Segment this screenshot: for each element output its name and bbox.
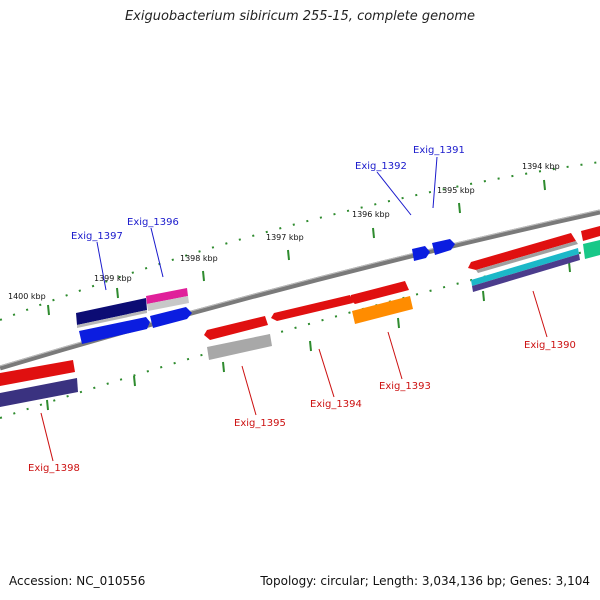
gene-label[interactable]: Exig_1390 xyxy=(524,340,576,351)
gene-label[interactable]: Exig_1392 xyxy=(355,161,407,172)
gene-exig-1396-strip[interactable] xyxy=(146,288,188,304)
gene-1394-red[interactable] xyxy=(271,295,353,321)
ruler-tick-label: 1394 kbp xyxy=(522,162,560,171)
leader-exig-1391 xyxy=(432,156,438,209)
gene-exig-1393[interactable] xyxy=(352,296,413,324)
ruler-tick xyxy=(309,340,312,352)
gene-1393-red[interactable] xyxy=(350,281,409,304)
ruler-tick xyxy=(482,290,485,302)
gene-labels-top: Exig_1397 Exig_1396 Exig_1392 Exig_1391 xyxy=(71,145,465,242)
features-forward xyxy=(76,226,600,344)
genome-title: Exiguobacterium sibiricum 255-15, comple… xyxy=(124,9,476,24)
gene-exig-1390-purple[interactable] xyxy=(472,254,580,292)
ruler: 1400 kbp 1399 kbp 1398 kbp 1397 kbp 1396… xyxy=(8,162,571,411)
leader-exig-1398 xyxy=(40,412,54,462)
gene-labels-bottom: Exig_1398 Exig_1395 Exig_1394 Exig_1393 … xyxy=(28,340,576,474)
gene-exig-1397-shadow xyxy=(77,310,147,328)
leader-exig-1397 xyxy=(96,241,107,291)
gene-exig-1396b[interactable] xyxy=(150,307,192,328)
leader-lines xyxy=(40,156,548,462)
gene-exig-1395[interactable] xyxy=(207,334,272,360)
ruler-tick xyxy=(222,361,225,373)
gene-1390-shadow xyxy=(476,241,578,273)
gene-label[interactable]: Exig_1395 xyxy=(234,418,286,429)
gene-1390-red[interactable] xyxy=(468,233,576,270)
ruler-tick xyxy=(133,375,136,387)
ruler-tick xyxy=(202,270,205,282)
gene-right-green[interactable] xyxy=(583,240,600,259)
leader-exig-1390 xyxy=(532,290,548,338)
ruler-tick xyxy=(458,202,461,214)
gene-exig-1396-shadow xyxy=(147,296,189,311)
leader-exig-1395 xyxy=(241,365,257,416)
leader-exig-1392 xyxy=(376,171,412,216)
ruler-tick xyxy=(397,317,400,329)
gene-label[interactable]: Exig_1391 xyxy=(413,145,465,156)
gene-label[interactable]: Exig_1393 xyxy=(379,381,431,392)
leader-exig-1394 xyxy=(318,348,335,398)
gene-label[interactable]: Exig_1398 xyxy=(28,463,80,474)
gene-exig-1398[interactable] xyxy=(0,378,78,407)
ruler-tick-label: 1400 kbp xyxy=(8,292,46,301)
ruler-tick xyxy=(116,287,119,299)
ruler-tick xyxy=(568,261,571,273)
gene-exig-1392[interactable] xyxy=(412,246,430,261)
ruler-tick xyxy=(47,304,50,316)
ruler-tick xyxy=(287,249,290,261)
gene-1395-red[interactable] xyxy=(204,316,268,340)
ruler-tick xyxy=(543,179,546,191)
genome-summary-text: Topology: circular; Length: 3,034,136 bp… xyxy=(260,574,590,588)
leader-exig-1396 xyxy=(150,227,164,278)
gene-exig-1390-teal[interactable] xyxy=(471,248,579,286)
ruler-tick-label: 1395 kbp xyxy=(437,186,475,195)
ruler-tick xyxy=(46,399,49,411)
accession-text: Accession: NC_010556 xyxy=(9,574,146,588)
ruler-tick-label: 1399 kbp xyxy=(94,274,132,283)
ruler-tick xyxy=(372,227,375,239)
gene-label[interactable]: Exig_1394 xyxy=(310,399,362,410)
leader-exig-1393 xyxy=(387,331,403,380)
gene-label[interactable]: Exig_1397 xyxy=(71,231,123,242)
gene-exig-1391[interactable] xyxy=(432,239,455,255)
gene-label[interactable]: Exig_1396 xyxy=(127,217,179,228)
ruler-tick-label: 1398 kbp xyxy=(180,254,218,263)
gene-right-red[interactable] xyxy=(581,226,600,241)
gene-exig-1397[interactable] xyxy=(76,298,147,325)
ruler-tick-label: 1397 kbp xyxy=(266,233,304,242)
gene-exig-1398-red[interactable] xyxy=(0,360,75,386)
features-reverse xyxy=(0,248,580,407)
gene-exig-1396[interactable] xyxy=(79,317,150,344)
ruler-tick-label: 1396 kbp xyxy=(352,210,390,219)
